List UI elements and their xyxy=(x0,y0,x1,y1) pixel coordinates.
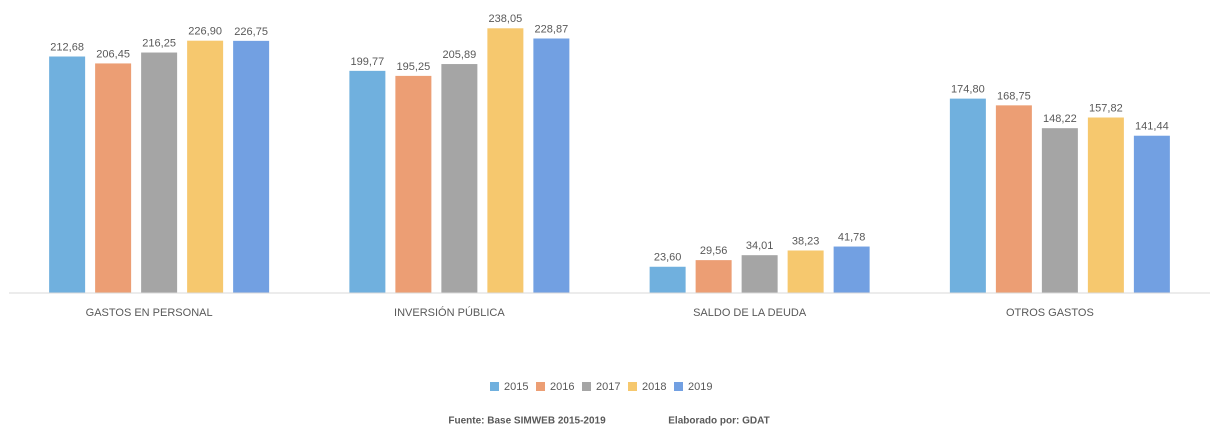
data-label: 174,80 xyxy=(951,84,985,96)
bar xyxy=(995,105,1032,293)
bar xyxy=(1087,117,1124,294)
source-note: Fuente: Base SIMWEB 2015-2019 xyxy=(448,416,606,427)
data-label: 206,45 xyxy=(96,48,130,60)
bar xyxy=(533,38,570,294)
bar xyxy=(49,56,86,293)
legend-label: 2015 xyxy=(504,381,528,393)
data-label: 41,78 xyxy=(838,231,866,243)
bar xyxy=(441,64,478,293)
data-label: 157,82 xyxy=(1089,102,1123,114)
data-label: 199,77 xyxy=(351,56,385,68)
legend-label: 2017 xyxy=(596,381,620,393)
author-note: Elaborado por: GDAT xyxy=(668,416,769,427)
data-label: 228,87 xyxy=(535,23,569,35)
bar xyxy=(1041,128,1078,293)
data-label: 29,56 xyxy=(700,245,728,257)
data-label: 226,75 xyxy=(234,26,268,38)
bar xyxy=(395,75,432,293)
legend-swatch xyxy=(582,382,591,391)
bar xyxy=(1133,135,1170,293)
data-label: 212,68 xyxy=(50,41,84,53)
legend-swatch xyxy=(674,382,683,391)
data-label: 148,22 xyxy=(1043,113,1077,125)
bar xyxy=(695,260,732,293)
bar xyxy=(949,98,986,293)
bar xyxy=(833,246,870,293)
data-label: 141,44 xyxy=(1135,121,1169,133)
legend-swatch xyxy=(628,382,637,391)
x-tick-label: INVERSIÓN PÚBLICA xyxy=(394,306,505,319)
legend-label: 2016 xyxy=(550,381,574,393)
data-label: 205,89 xyxy=(443,49,477,61)
bar xyxy=(233,40,270,293)
data-label: 195,25 xyxy=(397,61,431,73)
bar xyxy=(349,70,386,293)
legend-swatch xyxy=(490,382,499,391)
bar xyxy=(787,250,824,293)
data-label: 168,75 xyxy=(997,90,1031,102)
x-tick-label: GASTOS EN PERSONAL xyxy=(86,307,213,319)
data-label: 38,23 xyxy=(792,235,820,247)
x-tick-label: OTROS GASTOS xyxy=(1006,307,1094,319)
data-label: 238,05 xyxy=(489,13,523,25)
legend-swatch xyxy=(536,382,545,391)
legend-label: 2018 xyxy=(642,381,666,393)
data-label: 226,90 xyxy=(188,26,222,38)
x-tick-label: SALDO DE LA DEUDA xyxy=(693,307,807,319)
data-label: 34,01 xyxy=(746,240,774,252)
bar xyxy=(487,28,524,294)
legend-label: 2019 xyxy=(688,381,712,393)
data-label: 216,25 xyxy=(142,37,176,49)
bar xyxy=(649,266,686,293)
data-label: 23,60 xyxy=(654,252,682,264)
bar xyxy=(187,40,224,294)
bar xyxy=(95,63,132,294)
bar xyxy=(741,255,778,293)
bar xyxy=(141,52,178,293)
